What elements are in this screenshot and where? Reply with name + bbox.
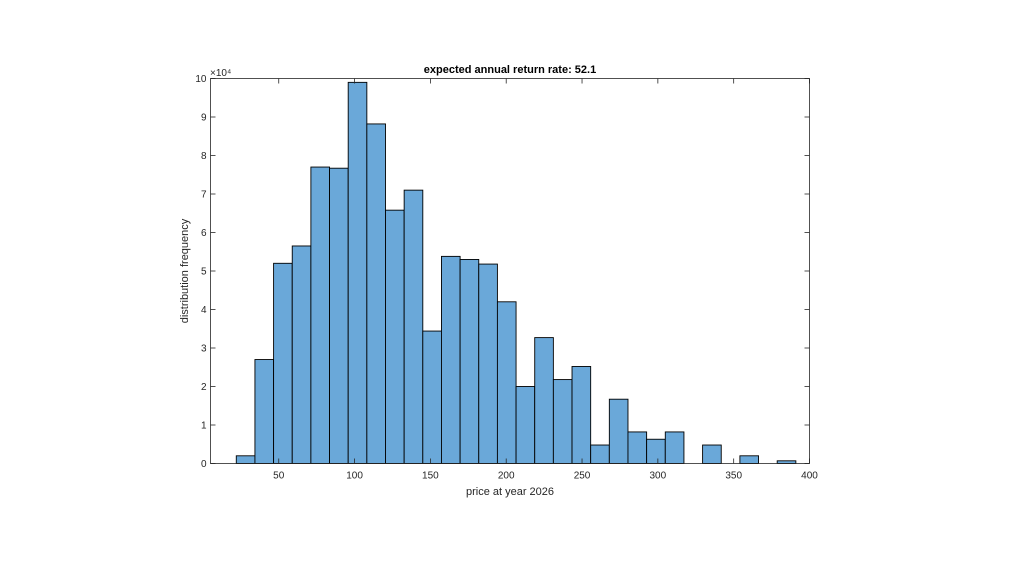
chart-title: expected annual return rate: 52.1 bbox=[424, 64, 596, 76]
plot-area-frame bbox=[210, 78, 810, 464]
x-tick-label: 100 bbox=[346, 471, 363, 482]
x-tick-label: 400 bbox=[801, 471, 818, 482]
histogram-bar bbox=[422, 330, 442, 464]
x-axis-ticks: 50 100 150 200 250 300 350 400 bbox=[273, 78, 818, 482]
histogram-bar bbox=[310, 166, 330, 464]
histogram-bar bbox=[496, 301, 517, 464]
histogram-bar bbox=[515, 386, 536, 464]
histogram-bar bbox=[347, 81, 368, 464]
histogram-bar bbox=[366, 123, 386, 464]
y-exponent-label: ×10⁴ bbox=[210, 68, 231, 79]
histogram-bar bbox=[291, 245, 312, 464]
y-tick-label: 5 bbox=[201, 267, 207, 278]
histogram-bar bbox=[590, 444, 610, 464]
x-tick-label: 350 bbox=[725, 471, 742, 482]
histogram-bar bbox=[739, 455, 759, 464]
histogram-bar bbox=[571, 366, 592, 464]
bars-group bbox=[235, 81, 797, 464]
histogram-bar bbox=[534, 337, 554, 464]
histogram-bar bbox=[478, 263, 498, 464]
y-tick-label: 8 bbox=[201, 151, 207, 162]
y-tick-label: 1 bbox=[201, 421, 207, 432]
histogram-bar bbox=[254, 359, 275, 464]
histogram-bar bbox=[235, 455, 256, 464]
y-tick-label: 9 bbox=[201, 113, 207, 124]
y-tick-label: 3 bbox=[201, 344, 207, 355]
x-tick-label: 250 bbox=[574, 471, 591, 482]
x-axis-label: price at year 2026 bbox=[466, 486, 554, 498]
histogram-bar bbox=[646, 438, 666, 464]
y-axis-label: distribution frequency bbox=[179, 218, 191, 323]
x-tick-label: 200 bbox=[498, 471, 515, 482]
y-tick-label: 2 bbox=[201, 382, 207, 393]
y-tick-label: 4 bbox=[201, 305, 207, 316]
y-tick-label: 6 bbox=[201, 228, 207, 239]
x-tick-label: 50 bbox=[273, 471, 285, 482]
histogram-bar bbox=[608, 398, 629, 464]
histogram-bar bbox=[441, 255, 461, 464]
histogram-bar bbox=[552, 379, 573, 464]
histogram-bar bbox=[273, 262, 293, 464]
histogram-bar bbox=[459, 259, 480, 464]
y-tick-label: 0 bbox=[201, 459, 207, 470]
histogram-bar bbox=[702, 444, 722, 464]
histogram-bar bbox=[664, 431, 685, 464]
x-tick-label: 150 bbox=[422, 471, 439, 482]
histogram-bar bbox=[776, 460, 797, 464]
histogram-bar bbox=[627, 431, 648, 464]
histogram-bar bbox=[329, 167, 349, 464]
histogram-bar bbox=[403, 189, 424, 464]
y-tick-label: 10 bbox=[195, 74, 207, 85]
x-tick-label: 300 bbox=[650, 471, 667, 482]
histogram-bar bbox=[385, 209, 405, 464]
y-axis-ticks: 0 1 2 3 4 5 6 7 8 9 10 bbox=[195, 74, 810, 470]
y-tick-label: 7 bbox=[201, 190, 207, 201]
